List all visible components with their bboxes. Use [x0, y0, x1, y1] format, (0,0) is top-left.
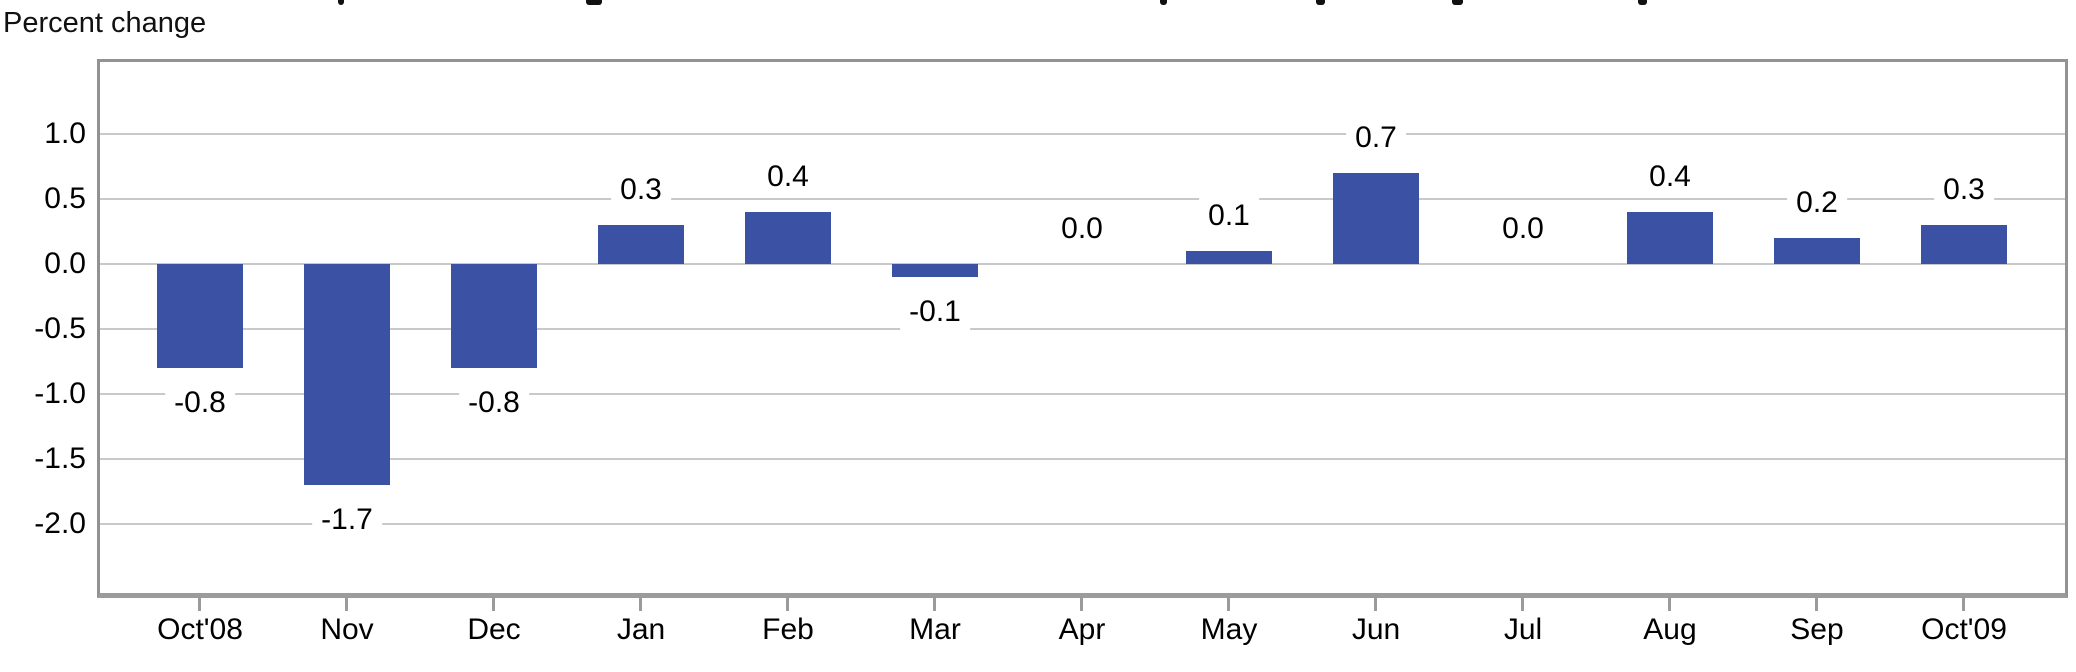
x-axis-tick [639, 598, 642, 611]
bar-value-label: -0.1 [900, 293, 970, 330]
x-axis-category-label: Oct'08 [157, 613, 243, 646]
x-axis-category-label: Sep [1790, 613, 1844, 646]
x-axis-category-label: Aug [1643, 613, 1697, 646]
gridline [100, 392, 2065, 395]
x-axis-tick [786, 598, 789, 611]
bar [304, 263, 390, 485]
x-axis-tick [345, 598, 348, 611]
x-axis-category-label: Mar [909, 613, 961, 646]
y-axis-tick-label: 1.0 [44, 116, 86, 150]
bar-value-label: 0.4 [1640, 158, 1700, 195]
bar [451, 263, 537, 368]
clipped-title-fragment [1638, 0, 1647, 5]
x-axis-tick [933, 598, 936, 611]
x-axis-category-label: May [1200, 613, 1258, 646]
bar-value-label: 0.4 [758, 158, 818, 195]
y-axis-tick-label: 0.0 [44, 246, 86, 280]
gridline [100, 132, 2065, 135]
x-axis-tick [1668, 598, 1671, 611]
clipped-title-fragment [1160, 0, 1167, 5]
bar-value-label: -0.8 [459, 384, 529, 421]
x-axis-category-label: Dec [467, 613, 521, 646]
plot-area: -0.8 -1.7 -0.8 0.3 0.4 -0.1 0.0 0.1 0.7 0.0 0.4 0.2… [97, 59, 2068, 598]
bar [1921, 224, 2007, 264]
bar [1333, 172, 1419, 264]
x-axis-category-label: Jan [616, 613, 666, 646]
bar-value-label: -1.7 [312, 501, 382, 538]
bar-value-label: 0.7 [1346, 119, 1406, 156]
bar [1774, 237, 1860, 264]
x-axis-tick [492, 598, 495, 611]
x-axis-category-label: Apr [1058, 613, 1106, 646]
y-axis-tick-label: -1.5 [34, 441, 86, 475]
x-axis-category-label: Feb [762, 613, 814, 646]
axis-unit-label: Percent change [3, 7, 207, 39]
x-axis-tick [198, 598, 201, 611]
x-axis-tick [1374, 598, 1377, 611]
bar [892, 263, 978, 277]
x-axis-tick [1962, 598, 1965, 611]
bar [598, 224, 684, 264]
x-axis-tick [1227, 598, 1230, 611]
bar [745, 211, 831, 264]
x-axis-category-label: Oct'09 [1921, 613, 2007, 646]
gridline [100, 262, 2065, 265]
x-axis-tick [1080, 598, 1083, 611]
bar-value-label: 0.0 [1052, 210, 1112, 247]
x-axis-tick [1815, 598, 1818, 611]
y-axis-tick-label: -1.0 [34, 376, 86, 410]
bar-value-label: -0.8 [165, 384, 235, 421]
clipped-title-fragment [338, 0, 344, 5]
clipped-title-fragment [1316, 0, 1325, 5]
gridline [100, 197, 2065, 200]
x-axis-category-label: Jul [1503, 613, 1543, 646]
x-axis-category-label: Jun [1351, 613, 1401, 646]
x-axis-tick [1521, 598, 1524, 611]
bar-value-label: 0.3 [611, 171, 671, 208]
y-axis-tick-label: -2.0 [34, 507, 86, 541]
x-axis-category-label: Nov [320, 613, 374, 646]
gridline [100, 457, 2065, 460]
bar-value-label: 0.0 [1493, 210, 1553, 247]
bar-value-label: 0.1 [1199, 197, 1259, 234]
bar-value-label: 0.3 [1934, 171, 1994, 208]
gridline [100, 523, 2065, 526]
y-axis-tick-label: -0.5 [34, 311, 86, 345]
gridline [100, 327, 2065, 330]
bar [157, 263, 243, 368]
bar-value-label: 0.2 [1787, 184, 1847, 221]
bar [1627, 211, 1713, 264]
clipped-title-fragment [1452, 0, 1463, 5]
y-axis-tick-label: 0.5 [44, 181, 86, 215]
bar [1186, 250, 1272, 264]
clipped-title-fragment [586, 0, 602, 5]
